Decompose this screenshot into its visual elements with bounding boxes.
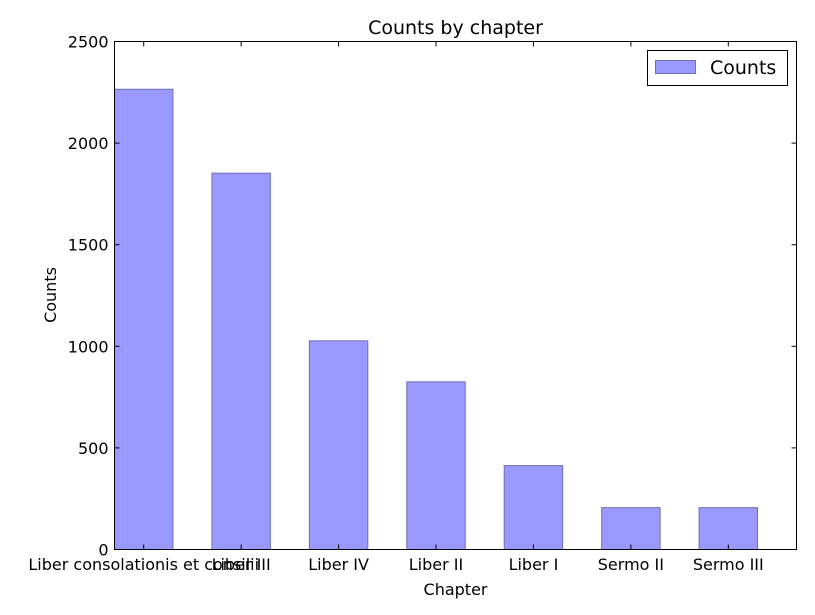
x-tick-label-5: Sermo II — [598, 555, 664, 574]
x-tick-label-4: Liber I — [509, 555, 559, 574]
legend-label: Counts — [710, 57, 776, 79]
y-tick-label-3: 1500 — [68, 236, 109, 255]
y-tick-label-0: 0 — [98, 541, 108, 560]
x-tick-label-3: Liber II — [409, 555, 463, 574]
x-tick-label-1: Liber III — [212, 555, 271, 574]
plot-frame — [114, 41, 797, 550]
x-tick-label-0: Liber consolationis et consilii — [28, 555, 259, 574]
y-tick-label-1: 500 — [78, 439, 109, 458]
chart-title: Counts by chapter — [368, 17, 543, 39]
legend: Counts — [647, 50, 788, 86]
x-axis-label: Chapter — [424, 580, 488, 599]
bar-6 — [698, 507, 759, 551]
legend-swatch — [655, 60, 696, 74]
bar-4 — [503, 465, 564, 550]
y-axis-ticks: 0 500 1000 1500 2000 2500 — [68, 33, 797, 560]
x-tick-label-6: Sermo III — [693, 555, 764, 574]
y-tick-label-2: 1000 — [68, 337, 109, 356]
x-tick-label-2: Liber IV — [308, 555, 369, 574]
bar-3 — [406, 381, 466, 550]
bar-1 — [211, 172, 271, 550]
bar-0 — [114, 88, 174, 550]
y-axis-label: Counts — [41, 267, 60, 323]
y-tick-label-4: 2000 — [68, 134, 109, 153]
bars-group — [114, 88, 759, 551]
bar-2 — [308, 340, 369, 550]
y-tick-label-5: 2500 — [68, 33, 109, 52]
bar-5 — [601, 507, 661, 551]
